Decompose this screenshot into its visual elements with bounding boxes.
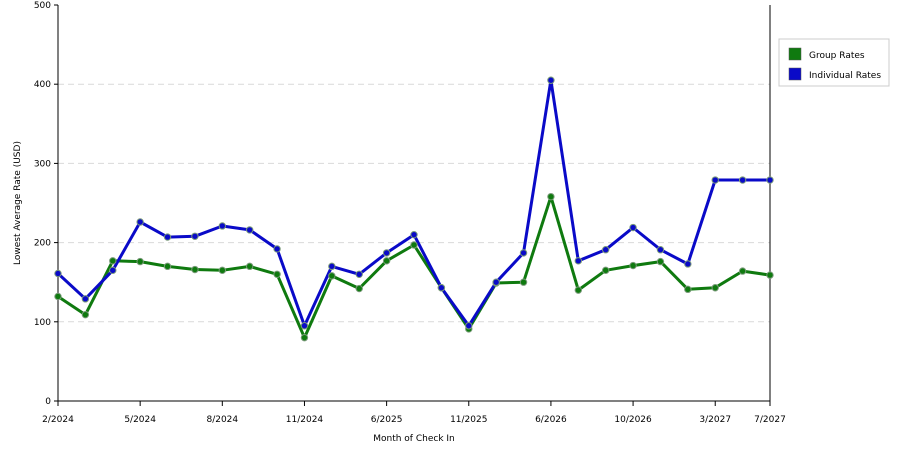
data-point-individual-rates [410,230,418,239]
data-point-individual-rates [218,222,227,230]
data-point-individual-rates [382,249,391,257]
data-point-individual-rates [629,223,637,232]
data-point-group-rates [191,265,199,274]
legend-label-group-rates: Group Rates [809,51,865,61]
legend-swatch-individual-rates [788,67,802,81]
data-point-group-rates [328,272,336,280]
data-point-group-rates [273,270,281,278]
data-point-individual-rates [300,322,309,330]
data-point-group-rates [738,267,747,275]
data-point-individual-rates [355,270,363,278]
data-point-individual-rates [81,295,90,303]
data-point-group-rates [711,284,719,292]
data-point-group-rates [684,285,692,294]
x-tick-label: 3/2027 [699,415,731,425]
x-tick-label: 11/2025 [450,415,487,425]
data-point-group-rates [574,286,583,294]
y-tick-label: 100 [34,318,51,328]
series-lines [56,78,771,340]
data-point-group-rates [54,292,62,301]
data-point-individual-rates [328,262,336,271]
series-line-individual-rates [56,78,770,328]
data-point-individual-rates [465,322,473,330]
data-point-group-rates [601,266,610,275]
data-point-individual-rates [684,260,692,268]
data-point-group-rates [382,257,391,265]
data-point-individual-rates [136,218,144,226]
data-point-group-rates [163,262,172,271]
data-point-group-rates [656,257,665,266]
data-point-individual-rates [601,246,610,254]
data-point-individual-rates [547,76,555,84]
data-point-group-rates [300,333,309,342]
y-tick-label: 200 [34,239,51,249]
data-point-group-rates [766,271,774,279]
data-point-individual-rates [191,232,199,240]
data-point-group-rates [355,284,363,293]
data-point-group-rates [109,257,117,265]
y-axis-title: Lowest Average Rate (USD) [13,141,23,265]
data-point-individual-rates [163,233,172,241]
y-tick-label: 300 [34,159,51,169]
legend-swatch-group-rates [788,47,802,61]
x-tick-label: 7/2027 [754,415,786,425]
data-point-individual-rates [437,284,446,292]
y-tick-label: 0 [45,397,51,407]
x-tick-label: 5/2024 [124,415,156,425]
data-point-group-rates [410,241,418,249]
data-point-individual-rates [711,176,719,184]
data-point-individual-rates [519,249,528,257]
data-point-individual-rates [54,269,62,278]
data-point-individual-rates [766,176,774,184]
x-tick-label: 10/2026 [614,415,652,425]
series-points [54,76,774,342]
y-ticks: 0 100 200 300 400 500 [34,1,58,407]
data-point-group-rates [547,192,555,201]
data-point-individual-rates [109,266,117,275]
data-point-individual-rates [738,176,747,184]
data-point-group-rates [629,261,637,270]
data-point-group-rates [245,262,254,271]
legend: Group Rates Individual Rates [778,38,890,87]
x-ticks: 2/2024 5/2024 8/2024 11/2024 6/2025 11/2025 6/… [42,401,786,425]
legend-label-individual-rates: Individual Rates [809,71,881,81]
data-point-group-rates [519,278,528,286]
data-point-individual-rates [273,245,281,253]
grid-lines [58,83,770,323]
y-tick-label: 400 [34,80,51,90]
data-point-individual-rates [656,246,665,254]
x-tick-label: 6/2026 [535,415,567,425]
x-tick-label: 8/2024 [206,415,238,425]
x-tick-label: 6/2025 [371,415,403,425]
data-point-individual-rates [574,257,583,265]
y-tick-label: 500 [34,1,51,11]
data-point-group-rates [218,266,227,275]
axes [57,5,771,402]
data-point-group-rates [136,257,144,266]
data-point-individual-rates [245,226,254,234]
x-tick-label: 11/2024 [286,415,324,425]
x-axis-title: Month of Check In [373,434,455,444]
data-point-group-rates [81,310,90,319]
data-point-individual-rates [492,278,500,286]
x-tick-label: 2/2024 [42,415,74,425]
